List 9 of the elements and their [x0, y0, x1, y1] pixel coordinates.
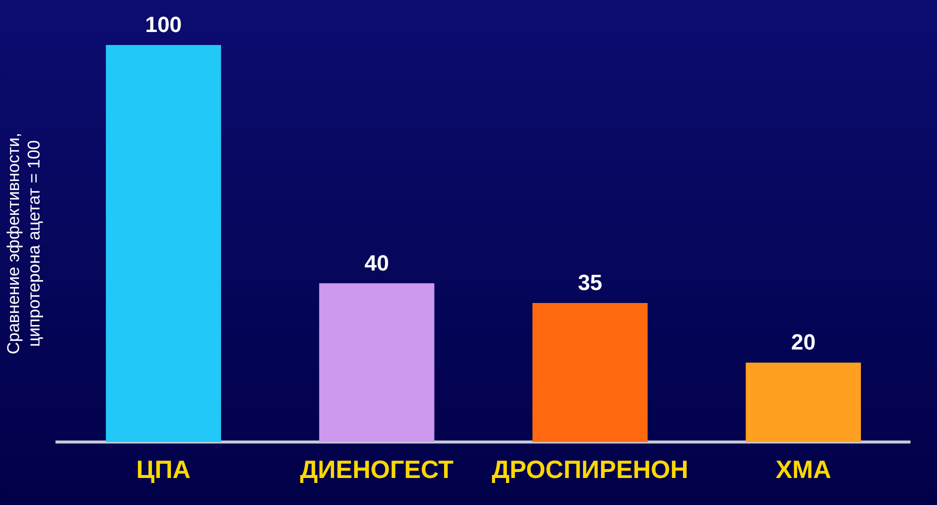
data-label: 100 [145, 12, 182, 38]
x-tick-label: ХМА [776, 456, 832, 484]
data-label: 40 [364, 250, 389, 276]
data-label: 20 [791, 330, 816, 355]
x-tick-label: ДИЕНОГЕСТ [300, 456, 454, 484]
data-label: 35 [578, 270, 602, 296]
x-tick-label: ЦПА [136, 456, 191, 484]
y-axis-title: Сравнение эффективности, ципротерона ацетат = 100 [4, 132, 44, 354]
x-tick-label: ДРОСПИРЕНОН [492, 456, 688, 484]
